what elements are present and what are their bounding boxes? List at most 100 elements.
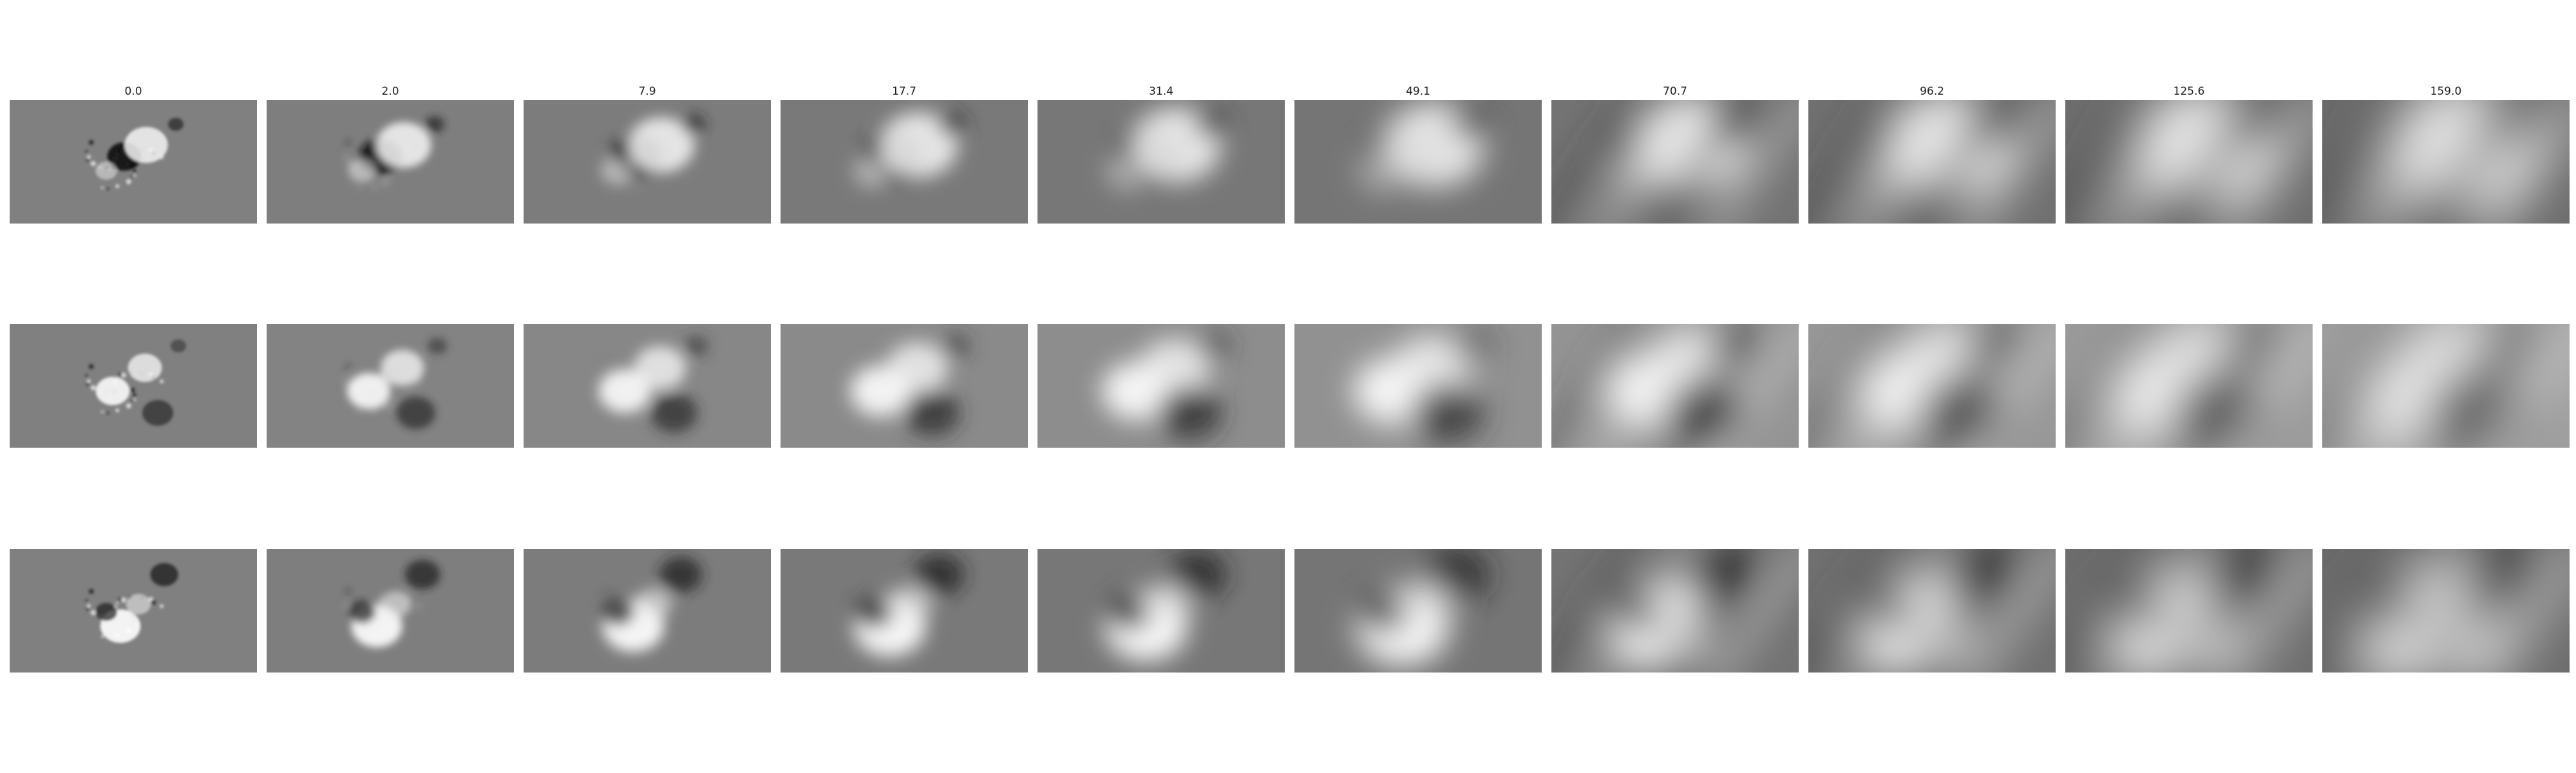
image-feature-blob: [424, 116, 445, 133]
texture-speckle: [357, 186, 361, 189]
image-feature-blob: [128, 354, 162, 382]
image-feature-blob: [598, 369, 651, 413]
column-title: 17.7: [892, 85, 916, 98]
image-feature-blob: [1106, 593, 1152, 631]
image-feature-blob: [171, 339, 186, 352]
texture-speckle: [131, 399, 134, 403]
blurred-image: [2322, 549, 2570, 673]
texture-speckle: [389, 393, 393, 397]
image-feature-blob: [396, 396, 436, 430]
blur-streak: [1808, 549, 1908, 673]
blur-streak: [1957, 324, 2056, 448]
image-panel: [267, 549, 514, 673]
image-feature-blob: [150, 563, 178, 586]
blurred-image: [1294, 549, 1542, 673]
image-panel: [2322, 549, 2570, 673]
blurred-image: [1808, 549, 2056, 673]
image-feature-blob: [880, 112, 958, 178]
texture-speckle: [345, 140, 351, 146]
image-feature-blob: [95, 162, 117, 180]
image-panel: [1294, 100, 1542, 224]
blurred-image: [781, 100, 1028, 224]
blur-streak: [2355, 549, 2480, 673]
blur-streak: [2471, 549, 2570, 673]
texture-speckle: [88, 140, 94, 146]
texture-speckle: [85, 374, 88, 377]
column-title: 2.0: [381, 85, 399, 98]
image-feature-blob: [1139, 338, 1210, 397]
texture-speckle: [373, 602, 376, 605]
blur-streak: [1841, 100, 1966, 224]
image-feature-blob: [168, 118, 184, 131]
texture-speckle: [86, 379, 91, 383]
texture-speckle: [100, 186, 104, 189]
blur-streak: [1808, 324, 1908, 448]
texture-speckle: [115, 408, 120, 412]
blur-streak: [2214, 100, 2313, 224]
texture-speckle: [602, 589, 608, 595]
image-feature-blob: [1455, 330, 1492, 361]
blur-streak: [2413, 100, 2538, 224]
image-feature-blob: [634, 346, 687, 390]
blurred-image: [1294, 324, 1542, 448]
texture-speckle: [106, 187, 109, 191]
image-panel: [1294, 324, 1542, 448]
blur-streak: [2322, 100, 2422, 224]
texture-speckle: [86, 155, 91, 159]
texture-speckle: [133, 174, 137, 177]
image-feature-blob: [681, 114, 706, 135]
image-feature-blob: [650, 393, 698, 433]
texture-speckle: [100, 410, 104, 414]
column-title: 31.4: [1149, 85, 1173, 98]
blurred-image: [10, 100, 257, 224]
blurred-image: [1294, 100, 1542, 224]
blurred-image: [2322, 324, 2570, 448]
blur-streak: [2355, 100, 2480, 224]
texture-speckle: [120, 597, 126, 603]
image-panel: [1551, 549, 1799, 673]
texture-speckle: [115, 184, 120, 188]
blur-streak: [1642, 324, 1767, 448]
blur-streak: [1551, 324, 1651, 448]
texture-speckle: [343, 155, 348, 159]
image-panel: [781, 549, 1028, 673]
texture-speckle: [126, 403, 131, 409]
blurred-image: [524, 100, 771, 224]
image-panel: [10, 100, 257, 224]
blur-streak: [1899, 549, 2024, 673]
image-feature-blob: [938, 113, 967, 136]
image-feature-blob: [427, 338, 448, 354]
blurred-image: [1037, 100, 1285, 224]
texture-speckle: [86, 604, 91, 608]
image-feature-blob: [628, 117, 695, 173]
texture-speckle: [600, 155, 605, 159]
image-feature-blob: [1452, 109, 1488, 140]
texture-speckle: [639, 179, 645, 185]
blurred-image: [2065, 549, 2313, 673]
panel-background: [267, 324, 514, 448]
image-feature-blob: [601, 157, 635, 185]
image-panel: [2065, 549, 2313, 673]
image-panel: [267, 324, 514, 448]
blur-streak: [1700, 324, 1799, 448]
blur-streak: [1642, 549, 1767, 673]
column-title: 70.7: [1663, 85, 1687, 98]
texture-speckle: [363, 187, 366, 191]
blur-streak: [1957, 549, 2056, 673]
image-feature-blob: [347, 373, 391, 409]
texture-speckle: [116, 602, 119, 605]
texture-speckle: [132, 169, 137, 173]
texture-speckle: [85, 149, 88, 153]
image-panel: [2065, 324, 2313, 448]
texture-speckle: [342, 149, 345, 153]
texture-speckle: [383, 403, 388, 409]
column-title: 159.0: [2430, 85, 2462, 98]
image-panel: [1037, 549, 1285, 673]
texture-speckle: [674, 604, 678, 609]
image-feature-blob: [1395, 580, 1454, 629]
image-feature-blob: [659, 557, 703, 593]
image-feature-blob: [95, 377, 130, 405]
texture-speckle: [599, 598, 602, 602]
texture-speckle: [599, 149, 602, 153]
